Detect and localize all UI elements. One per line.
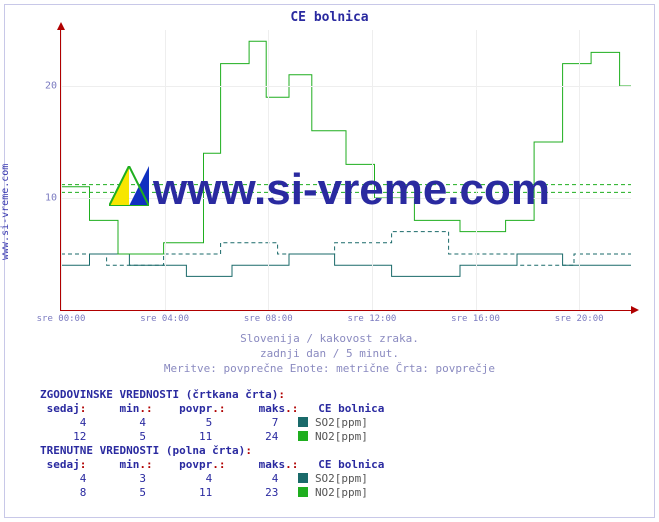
caption-line-3: Meritve: povprečne Enote: metrične Črta:… bbox=[0, 362, 659, 375]
table-row: 12 5 11 24 NO2[ppm] bbox=[40, 430, 384, 444]
series-line bbox=[61, 41, 631, 254]
curr-title: TRENUTNE VREDNOSTI (polna črta): bbox=[40, 444, 384, 458]
chart-title: CE bolnica bbox=[0, 10, 659, 25]
x-tick: sre 08:00 bbox=[244, 314, 293, 324]
y-tick: 20 bbox=[45, 81, 57, 92]
x-tick: sre 04:00 bbox=[140, 314, 189, 324]
series-line bbox=[61, 232, 631, 266]
x-tick: sre 12:00 bbox=[348, 314, 397, 324]
caption-line-1: Slovenija / kakovost zraka. bbox=[0, 332, 659, 345]
x-tick: sre 00:00 bbox=[37, 314, 86, 324]
table-row: 4 4 5 7 SO2[ppm] bbox=[40, 416, 384, 430]
site-label-vertical: www.si-vreme.com bbox=[0, 164, 11, 260]
stats-tables: ZGODOVINSKE VREDNOSTI (črtkana črta): se… bbox=[40, 388, 384, 500]
series-swatch-icon bbox=[298, 473, 308, 483]
table-header: sedaj: min.: povpr.: maks.: CE bolnica bbox=[40, 458, 384, 472]
plot-area: 1020sre 00:00sre 04:00sre 08:00sre 12:00… bbox=[60, 30, 631, 311]
table-row: 8 5 11 23 NO2[ppm] bbox=[40, 486, 384, 500]
chart-svg bbox=[61, 30, 631, 310]
series-swatch-icon bbox=[298, 487, 308, 497]
x-tick: sre 16:00 bbox=[451, 314, 500, 324]
series-swatch-icon bbox=[298, 431, 308, 441]
y-axis-arrow-icon bbox=[57, 22, 65, 30]
y-tick: 10 bbox=[45, 193, 57, 204]
table-row: 4 3 4 4 SO2[ppm] bbox=[40, 472, 384, 486]
x-tick: sre 20:00 bbox=[555, 314, 604, 324]
series-swatch-icon bbox=[298, 417, 308, 427]
series-line bbox=[61, 254, 631, 276]
x-axis-arrow-icon bbox=[631, 306, 639, 314]
caption-line-2: zadnji dan / 5 minut. bbox=[0, 347, 659, 360]
table-header: sedaj: min.: povpr.: maks.: CE bolnica bbox=[40, 402, 384, 416]
hist-title: ZGODOVINSKE VREDNOSTI (črtkana črta): bbox=[40, 388, 384, 402]
